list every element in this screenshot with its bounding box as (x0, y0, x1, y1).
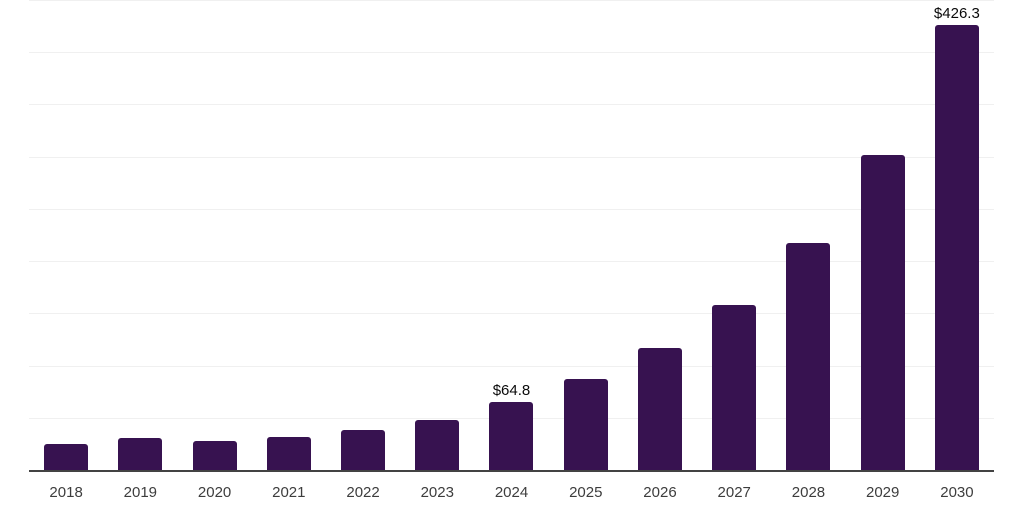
plot-area: $64.8 $426.3 (29, 0, 994, 472)
x-tick-label: 2026 (643, 484, 677, 501)
gridline (29, 156, 994, 158)
bar-2020 (192, 440, 237, 470)
bar-2025 (563, 379, 608, 470)
bar-value-label: $426.3 (933, 4, 980, 22)
bar-2027 (712, 304, 757, 470)
bar-group-2020 (177, 0, 251, 470)
x-tick-label: 2024 (494, 484, 529, 501)
bar-group-2021 (252, 0, 326, 470)
x-tick-label: 2025 (569, 484, 603, 501)
bar-2022 (341, 430, 386, 470)
x-tick-label: 2021 (272, 484, 306, 501)
bar-2024 (489, 402, 534, 470)
gridline (29, 313, 994, 315)
bar-2029 (860, 154, 905, 470)
bar-2019 (118, 438, 163, 470)
bar-group-2023 (400, 0, 474, 470)
bar-group-2025 (549, 0, 623, 470)
bar-2018 (44, 443, 89, 470)
gridline (29, 261, 994, 263)
bar-group-2019 (103, 0, 177, 470)
x-tick-label: 2018 (49, 484, 83, 501)
bar-group-2029 (846, 0, 920, 470)
x-tick-label: 2030 (940, 484, 974, 501)
x-tick-label: 2022 (346, 484, 380, 501)
gridline (29, 0, 994, 1)
bar-2026 (637, 348, 682, 470)
bar-group-2024: $64.8 (474, 0, 548, 470)
gridline (29, 104, 994, 106)
bar-group-2030: $426.3 (920, 0, 994, 470)
x-tick-label: 2020 (197, 484, 232, 501)
x-tick-label: 2029 (866, 484, 900, 501)
bar-2030 (934, 24, 979, 470)
bar-group-2026 (623, 0, 697, 470)
x-tick-label: 2028 (791, 484, 826, 501)
bar-group-2027 (697, 0, 771, 470)
bar-2028 (786, 242, 831, 470)
x-tick-label: 2019 (123, 484, 158, 501)
gridline (29, 208, 994, 210)
gridline (29, 52, 994, 54)
bar-2021 (266, 437, 311, 470)
x-axis-line (29, 470, 994, 472)
x-tick-label: 2023 (420, 484, 454, 501)
x-axis-tick-labels: 2018 2019 2020 2021 2022 2023 2024 2025 2026 2027… (29, 484, 994, 501)
bar-2023 (415, 420, 460, 470)
bar-group-2022 (326, 0, 400, 470)
x-tick-label: 2027 (717, 484, 751, 501)
bar-group-2018 (29, 0, 103, 470)
gridline (29, 365, 994, 367)
bar-value-label: $64.8 (492, 382, 531, 400)
bar-group-2028 (771, 0, 845, 470)
